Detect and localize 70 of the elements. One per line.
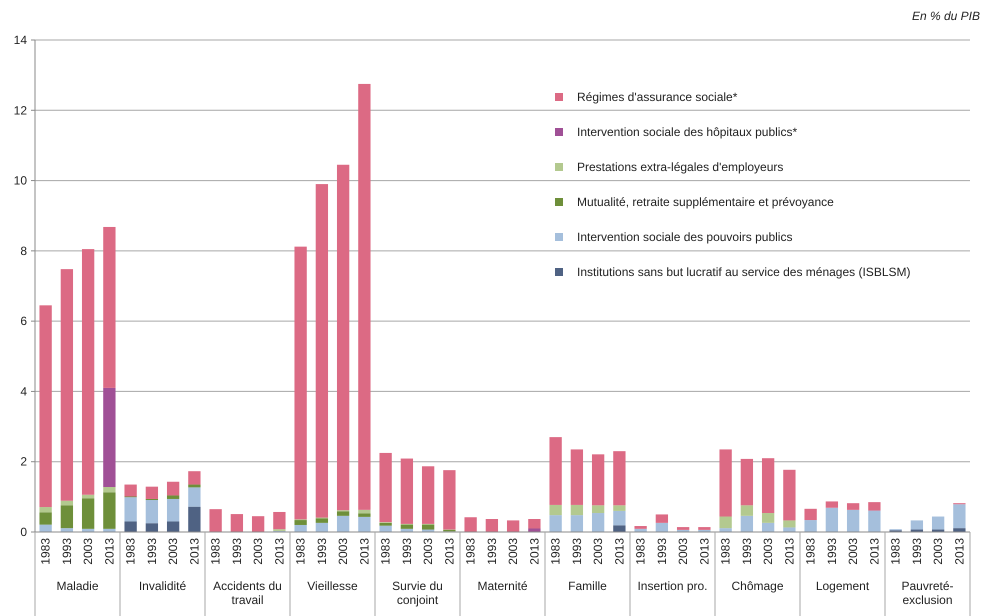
x-tick-label: 2013 xyxy=(187,538,202,565)
x-tick-label: 1993 xyxy=(910,538,924,565)
x-tick-label: 2003 xyxy=(676,538,690,565)
text: Maternité xyxy=(477,579,528,593)
x-tick-label: 2003 xyxy=(81,538,96,565)
x-tick-label: 2003 xyxy=(251,538,266,565)
x-tick-label: 2003 xyxy=(846,538,860,565)
text: Survie du conjoint xyxy=(392,579,443,607)
x-tick-label: 1983 xyxy=(634,538,648,565)
x-tick-label: 2003 xyxy=(931,538,946,565)
y-tick-label: 4 xyxy=(20,384,28,398)
x-tick-label: 2013 xyxy=(527,538,542,565)
legend-label: Intervention sociale des pouvoirs publics xyxy=(577,230,792,244)
y-tick-label: 12 xyxy=(14,103,28,118)
x-tick-label: 1993 xyxy=(740,538,754,565)
y-tick-label: 6 xyxy=(20,314,28,328)
x-tick-label: 1983 xyxy=(464,538,478,565)
x-tick-label: 1993 xyxy=(314,538,329,565)
text: Logement xyxy=(816,579,870,593)
x-tick-label: 2013 xyxy=(952,538,966,565)
x-tick-label: 1983 xyxy=(548,538,563,565)
x-tick-label: 1983 xyxy=(804,538,818,565)
x-tick-label: 1983 xyxy=(378,538,393,565)
legend-label: Mutualité, retraite supplémentaire et prévoyance xyxy=(577,195,834,209)
y-tick-label: 0 xyxy=(20,525,28,539)
y-tick-label: 10 xyxy=(14,174,28,188)
x-tick-label: 1983 xyxy=(888,538,903,565)
text: Accidents du travail xyxy=(213,579,282,607)
text: Vieillesse xyxy=(307,579,358,593)
x-tick-label: 2013 xyxy=(697,538,712,565)
x-tick-label: 1993 xyxy=(60,538,74,565)
text: Chômage xyxy=(731,579,784,593)
x-tick-label: 2013 xyxy=(102,538,116,565)
x-tick-label: 2013 xyxy=(867,538,882,565)
x-tick-label: 1993 xyxy=(570,538,584,565)
x-tick-label: 2003 xyxy=(591,538,606,565)
y-tick-label: 8 xyxy=(20,244,28,258)
x-tick-label: 1993 xyxy=(824,538,839,565)
x-tick-label: 2003 xyxy=(506,538,520,565)
x-tick-label: 1983 xyxy=(718,538,733,565)
legend-label: Régimes d'assurance sociale* xyxy=(577,90,738,104)
text: Maladie xyxy=(56,579,99,593)
x-tick-label: 1993 xyxy=(230,538,244,565)
text: Insertion pro. xyxy=(637,579,708,593)
x-tick-label: 1993 xyxy=(400,538,414,565)
x-tick-label: 1993 xyxy=(654,538,669,565)
x-tick-label: 1983 xyxy=(124,538,138,565)
x-tick-label: 2003 xyxy=(421,538,436,565)
text: Pauvreté-exclusion xyxy=(901,579,954,607)
x-tick-label: 2013 xyxy=(612,538,626,565)
x-tick-label: 2013 xyxy=(272,538,286,565)
x-tick-label: 2003 xyxy=(336,538,350,565)
x-tick-label: 1993 xyxy=(484,538,499,565)
legend-label: Intervention sociale des hôpitaux publics* xyxy=(577,125,798,139)
text: Famille xyxy=(568,579,608,593)
x-tick-label: 2013 xyxy=(357,538,372,565)
y-tick-label: 14 xyxy=(14,33,28,47)
x-tick-label: 1983 xyxy=(38,538,53,565)
text: Invalidité xyxy=(138,579,186,593)
x-tick-label: 2003 xyxy=(166,538,180,565)
x-tick-label: 2003 xyxy=(761,538,776,565)
x-tick-label: 1983 xyxy=(294,538,308,565)
legend-label: Institutions sans but lucratif au service des ménages (ISBLSM) xyxy=(577,265,910,279)
y-tick-label: 2 xyxy=(20,454,28,469)
x-tick-label: 2013 xyxy=(442,538,456,565)
x-tick-label: 1993 xyxy=(144,538,159,565)
x-tick-label: 2013 xyxy=(782,538,796,565)
text: En % du PIB xyxy=(912,9,980,23)
legend-label: Prestations extra-légales d'employeurs xyxy=(577,160,784,174)
x-tick-label: 1983 xyxy=(208,538,223,565)
